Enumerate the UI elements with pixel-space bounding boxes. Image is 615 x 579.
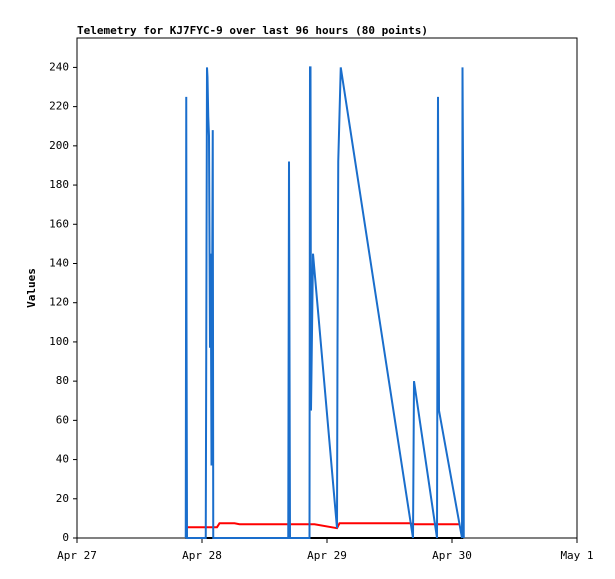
x-tick-label: Apr 29: [307, 549, 347, 562]
y-tick-label: 240: [49, 60, 69, 73]
y-tick-label: 220: [49, 100, 69, 113]
data-line: [187, 522, 460, 530]
y-axis-label: Values: [25, 268, 38, 308]
x-tick-label: Apr 27: [57, 549, 97, 562]
y-tick-label: 100: [49, 335, 69, 348]
y-tick-label: 0: [62, 531, 69, 544]
x-tick-label: Apr 28: [182, 549, 222, 562]
y-tick-label: 180: [49, 178, 69, 191]
y-tick-label: 40: [56, 453, 69, 466]
chart-title: Telemetry for KJ7FYC-9 over last 96 hour…: [77, 24, 428, 37]
y-tick-label: 200: [49, 139, 69, 152]
y-tick-label: 140: [49, 256, 69, 269]
y-tick-label: 60: [56, 413, 69, 426]
plot-frame: [76, 37, 578, 539]
x-tick-label: Apr 30: [432, 549, 472, 562]
data-line: [184, 66, 465, 539]
x-tick-label: May 1: [560, 549, 593, 562]
y-tick-label: 120: [49, 296, 69, 309]
y-tick-label: 160: [49, 217, 69, 230]
y-tick-label: 80: [56, 374, 69, 387]
y-tick-label: 20: [56, 492, 69, 505]
